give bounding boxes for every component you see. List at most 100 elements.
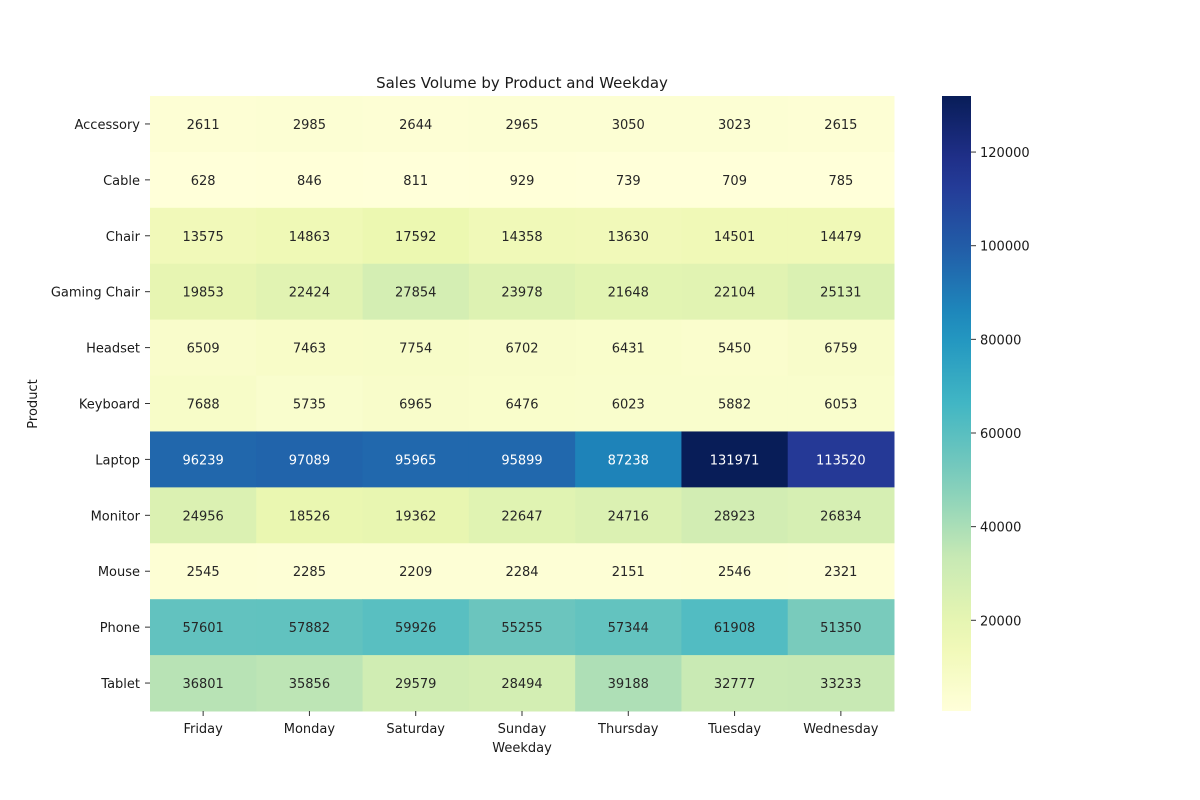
heatmap-cell (362, 151, 470, 209)
heatmap-cell (256, 431, 364, 488)
cell-value-label: 13575 (182, 230, 223, 245)
y-tick-label: Keyboard (79, 398, 140, 413)
heatmap-cell (787, 487, 895, 544)
heatmap-cell (681, 151, 789, 209)
cell-value-label: 22104 (714, 286, 755, 301)
cell-value-label: 6023 (612, 398, 645, 413)
colorbar-tick-label: 40000 (980, 521, 1021, 536)
cell-value-label: 61908 (714, 621, 755, 636)
heatmap-cell (150, 207, 257, 265)
heatmap-cell (575, 96, 682, 153)
y-tick-label: Cable (103, 174, 140, 189)
colorbar (942, 96, 971, 711)
x-tick-label: Saturday (386, 722, 445, 737)
colorbar-tick-label: 80000 (980, 333, 1021, 348)
cell-value-label: 709 (722, 174, 747, 189)
x-tick-label: Tuesday (707, 722, 761, 737)
cell-value-label: 6431 (612, 342, 645, 357)
heatmap-cell (256, 263, 364, 321)
heatmap-cell (150, 151, 257, 209)
heatmap-cell (468, 543, 576, 600)
heatmap-cell (575, 375, 682, 432)
heatmap-cell (575, 599, 682, 656)
heatmap-cell (468, 263, 576, 321)
cell-value-label: 39188 (608, 677, 649, 692)
cell-value-label: 36801 (182, 677, 223, 692)
cell-value-label: 5735 (293, 398, 326, 413)
heatmap-cell (468, 375, 576, 432)
cell-value-label: 17592 (395, 230, 436, 245)
heatmap-cell (150, 375, 257, 432)
heatmap-cell (575, 263, 682, 321)
cell-value-label: 2644 (399, 118, 432, 133)
colorbar-tick-label: 100000 (980, 240, 1030, 255)
cell-value-label: 2285 (293, 565, 326, 580)
x-axis-ticks: Friday Monday Saturday Sunday Thursday Tuesda… (183, 711, 879, 737)
cell-value-label: 6759 (824, 342, 857, 357)
heatmap-cell (256, 96, 364, 153)
x-tick-label: Monday (284, 722, 336, 737)
y-tick-label: Tablet (100, 677, 140, 692)
x-tick-label: Thursday (597, 722, 659, 737)
cell-value-label: 29579 (395, 677, 436, 692)
heatmap-cell (362, 431, 470, 488)
heatmap-cell (256, 655, 364, 712)
y-tick-label: Gaming Chair (51, 286, 141, 301)
heatmap-cell (362, 543, 470, 600)
heatmap-cell (150, 319, 257, 377)
cell-value-label: 95965 (395, 453, 436, 468)
colorbar-ticks: 20000 40000 60000 80000 100000 120000 (971, 146, 1030, 629)
cell-value-label: 21648 (608, 286, 649, 301)
cell-value-label: 59926 (395, 621, 436, 636)
heatmap-cell (256, 487, 364, 544)
cell-value-label: 811 (403, 174, 428, 189)
heatmap-cell (468, 487, 576, 544)
cell-value-label: 3023 (718, 118, 751, 133)
cell-value-label: 2151 (612, 565, 645, 580)
cell-value-label: 739 (616, 174, 641, 189)
y-axis-ticks: Accessory Cable Chair Gaming Chair Headset Ke… (51, 118, 150, 692)
heatmap-cell (150, 431, 257, 488)
heatmap-cell (575, 207, 682, 265)
heatmap-cell (150, 487, 257, 544)
heatmap-cell (575, 487, 682, 544)
heatmap-cell (787, 543, 895, 600)
heatmap-cell (681, 207, 789, 265)
y-tick-label: Mouse (98, 565, 140, 580)
heatmap-cells: 2611 2985 2644 2965 3050 3023 2615 628 846 811 929… (150, 96, 895, 712)
cell-value-label: 97089 (289, 453, 330, 468)
y-tick-label: Monitor (91, 509, 141, 524)
cell-value-label: 7754 (399, 342, 432, 357)
heatmap-cell (150, 543, 257, 600)
heatmap-cell (681, 263, 789, 321)
cell-value-label: 32777 (714, 677, 755, 692)
heatmap-cell (150, 263, 257, 321)
heatmap-cell (787, 599, 895, 656)
cell-value-label: 95899 (501, 453, 542, 468)
cell-value-label: 131971 (710, 453, 760, 468)
heatmap-cell (468, 207, 576, 265)
heatmap-cell (787, 655, 895, 712)
heatmap-cell (787, 431, 895, 488)
colorbar-tick-label: 60000 (980, 427, 1021, 442)
cell-value-label: 87238 (608, 453, 649, 468)
heatmap-cell (575, 151, 682, 209)
cell-value-label: 6702 (505, 342, 538, 357)
heatmap-cell (787, 96, 895, 153)
heatmap-cell (256, 599, 364, 656)
cell-value-label: 14501 (714, 230, 755, 245)
cell-value-label: 2985 (293, 118, 326, 133)
cell-value-label: 6965 (399, 398, 432, 413)
cell-value-label: 929 (510, 174, 535, 189)
heatmap-cell (362, 319, 470, 377)
heatmap-cell (681, 431, 789, 488)
cell-value-label: 2209 (399, 565, 432, 580)
cell-value-label: 19853 (182, 286, 223, 301)
cell-value-label: 22424 (289, 286, 330, 301)
heatmap-cell (787, 263, 895, 321)
heatmap-cell (787, 375, 895, 432)
colorbar-tick-label: 120000 (980, 146, 1030, 161)
cell-value-label: 24956 (182, 509, 223, 524)
cell-value-label: 2615 (824, 118, 857, 133)
